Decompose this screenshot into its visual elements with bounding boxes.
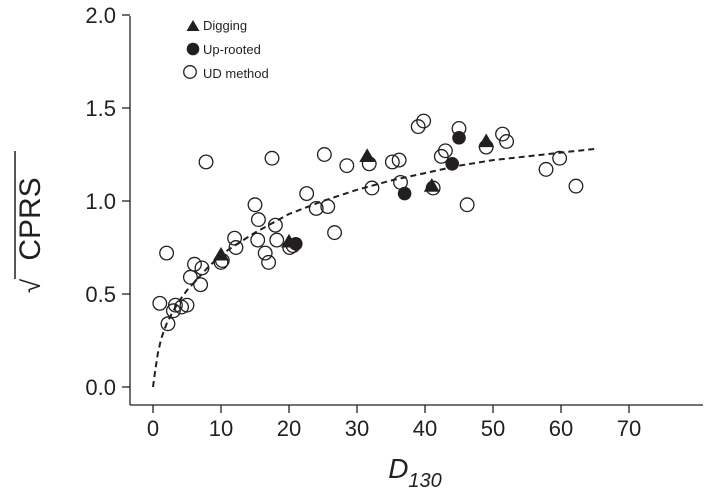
point-ud-method [299, 186, 315, 202]
x-tick-label: 0 [147, 416, 159, 441]
point-ud-method [320, 199, 336, 215]
point-ud-method [152, 295, 168, 311]
legend-label-up-rooted: Up-rooted [203, 42, 261, 57]
x-tick-label: 20 [277, 416, 301, 441]
legend: Digging Up-rooted UD method [183, 18, 269, 81]
point-ud-method [410, 119, 426, 135]
y-axis-title: CPRS √ [14, 151, 47, 293]
legend-open-circle-marker [183, 65, 197, 79]
point-ud-method [250, 232, 266, 248]
point-ud-method [160, 316, 176, 332]
point-digging [423, 178, 440, 192]
point-ud-method [552, 150, 568, 166]
axes: 0 10 20 30 40 50 60 70 0.0 0.5 1.0 1.5 2.0 [85, 3, 703, 441]
y-tick-label: 1.5 [85, 96, 116, 121]
y-tick-label: 1.0 [85, 189, 116, 214]
point-ud-method [391, 152, 407, 168]
point-ud-method [247, 197, 263, 213]
x-axis-title: D130 [388, 453, 442, 492]
x-tick-label: 40 [413, 416, 437, 441]
point-ud-method [308, 200, 324, 216]
point-ud-method [250, 212, 266, 228]
data-points [152, 113, 584, 332]
point-digging [281, 233, 297, 248]
y-axis-title-text: CPRS [14, 177, 47, 260]
x-tick-label: 60 [549, 416, 573, 441]
point-digging [213, 246, 229, 261]
point-ud-method [167, 297, 183, 313]
legend-triangle-marker [186, 20, 200, 31]
y-axis-title-radical: √ [16, 278, 46, 293]
point-ud-method [227, 230, 243, 246]
point-digging [359, 148, 376, 162]
point-ud-method [568, 178, 584, 194]
legend-label-digging: Digging [203, 18, 247, 33]
x-tick-label: 70 [617, 416, 641, 441]
legend-filled-circle-marker [186, 42, 200, 56]
point-ud-method [198, 154, 214, 170]
point-ud-method [499, 134, 515, 149]
point-ud-method [194, 260, 210, 276]
point-ud-method [261, 254, 277, 270]
point-ud-method [327, 225, 343, 241]
point-ud-method [384, 154, 400, 170]
point-ud-method [182, 269, 198, 285]
y-tick-label: 0.0 [85, 375, 116, 400]
point-ud-method [339, 158, 355, 174]
x-tick-label: 30 [345, 416, 369, 441]
y-tick-label: 0.5 [85, 282, 116, 307]
point-ud-method [264, 150, 280, 166]
point-up-rooted [397, 186, 412, 201]
point-ud-method [179, 297, 195, 313]
point-digging [478, 133, 495, 148]
point-ud-method [364, 180, 380, 196]
point-ud-method [159, 245, 175, 261]
point-ud-method [269, 232, 285, 248]
x-tick-label: 50 [481, 416, 505, 441]
x-axis-title-subscript: 130 [408, 470, 441, 492]
point-ud-method [228, 240, 244, 255]
x-tick-label: 10 [209, 416, 233, 441]
point-ud-method [316, 147, 332, 162]
point-ud-method [437, 143, 453, 159]
point-ud-method [267, 217, 283, 233]
fit-curve-group [152, 147, 596, 388]
point-ud-method [193, 277, 209, 293]
point-ud-method [257, 245, 273, 261]
legend-label-ud-method: UD method [203, 66, 269, 81]
point-ud-method [187, 256, 202, 272]
x-axis-title-main: D [388, 453, 408, 484]
fit-curve [152, 147, 596, 388]
point-ud-method [459, 197, 475, 213]
point-ud-method [416, 113, 432, 129]
y-tick-label: 2.0 [85, 3, 116, 28]
point-ud-method [538, 161, 554, 177]
point-up-rooted [452, 130, 466, 145]
point-ud-method [495, 126, 510, 142]
point-up-rooted [445, 157, 460, 171]
